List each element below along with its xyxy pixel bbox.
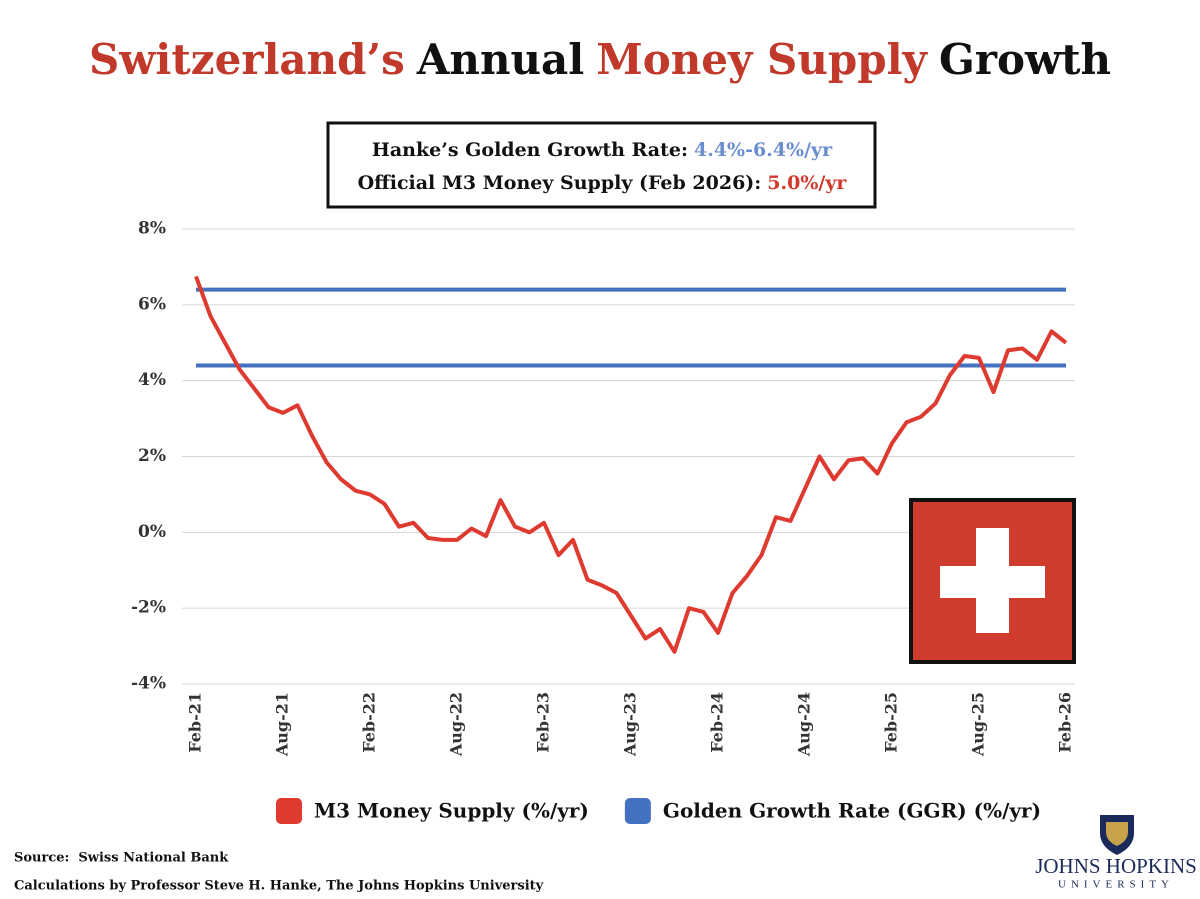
flag-cross: [940, 566, 1045, 598]
plot: -4% -2% 0% 2% 4% 6% 8% Feb-21 Aug-21 Feb-22 Aug-22…: [131, 219, 1075, 757]
legend-label: M3 Money Supply (%/yr): [314, 799, 589, 823]
info-part: 4.4%-6.4%/yr: [694, 139, 833, 161]
info-part: Official M3 Money Supply (Feb 2026):: [358, 172, 762, 194]
info-lines: Hanke’s Golden Growth Rate: 4.4%-6.4%/yr O…: [358, 139, 848, 194]
legend-swatch: [624, 798, 651, 824]
legend-swatch: [276, 798, 302, 824]
x-tick-label: Aug-24: [795, 692, 814, 757]
x-tick-label: Feb-24: [708, 692, 727, 753]
x-tick-label: Aug-25: [969, 692, 988, 757]
x-tick-label: Feb-22: [360, 692, 379, 753]
x-tick-label: Aug-22: [447, 692, 466, 757]
title-part: Switzerland’s: [89, 35, 405, 84]
logo-shield-inner: [1106, 822, 1128, 846]
info-line: Official M3 Money Supply (Feb 2026): 5.0%…: [358, 172, 848, 194]
y-tick-label: 0%: [138, 522, 166, 542]
x-tick-label: Feb-21: [186, 692, 205, 753]
info-line: Hanke’s Golden Growth Rate: 4.4%-6.4%/yr: [372, 139, 833, 161]
x-tick-label: Feb-23: [534, 692, 553, 753]
legend: M3 Money Supply (%/yr) Golden Growth Rate…: [276, 798, 1041, 824]
info-box: [326, 121, 877, 209]
y-tick-label: 8%: [138, 219, 166, 239]
logo-sub: UNIVERSITY: [1058, 879, 1174, 891]
y-tick-label: 6%: [138, 294, 166, 314]
x-tick-label: Aug-23: [621, 692, 640, 757]
logo-name: JOHNS HOPKINS: [1035, 854, 1197, 878]
source-note: Source: Swiss National Bank: [14, 851, 229, 866]
legend-label: Golden Growth Rate (GGR) (%/yr): [663, 799, 1041, 823]
y-tick-label: -2%: [131, 598, 166, 618]
series-line: [194, 275, 1068, 654]
jhu-logo: JOHNS HOPKINS UNIVERSITY: [1035, 815, 1197, 891]
x-tick-label: Feb-25: [882, 692, 901, 753]
x-tick-label: Aug-21: [273, 692, 292, 757]
y-tick-label: 2%: [138, 446, 166, 466]
title-part: Annual: [416, 35, 584, 84]
y-tick-label: 4%: [138, 370, 166, 390]
title-part: Growth: [939, 35, 1111, 84]
info-part: Hanke’s Golden Growth Rate:: [372, 139, 688, 161]
title-part: Money Supply: [596, 35, 928, 84]
calculation-note: Calculations by Professor Steve H. Hanke…: [14, 879, 544, 894]
info-part: 5.0%/yr: [767, 172, 847, 194]
chart-title: Switzerland’s Annual Money Supply Growth: [89, 35, 1111, 84]
swiss-flag: [909, 498, 1076, 664]
y-tick-label: -4%: [131, 674, 166, 694]
x-tick-label: Feb-26: [1056, 692, 1075, 753]
